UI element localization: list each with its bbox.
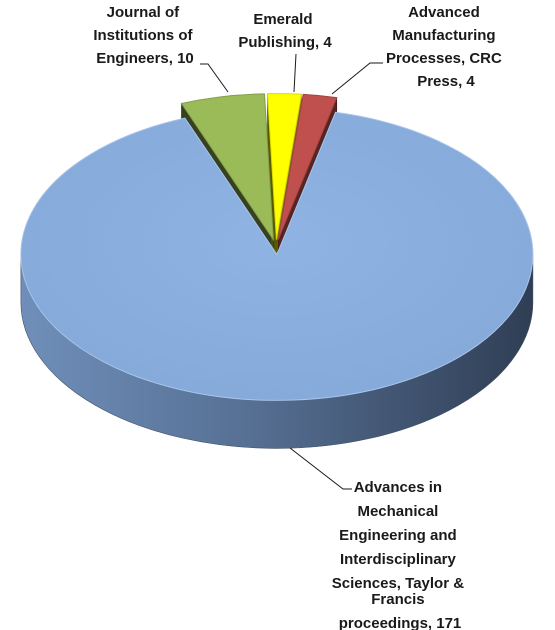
leader-line-journal — [200, 63, 229, 93]
slice-advances-in-mechanical-engineering-and-i — [20, 111, 534, 401]
leader-line-emerald — [293, 53, 297, 93]
slice-advanced-manufacturing-processes-crc-pre — [277, 93, 338, 240]
slice-label-advances-in-mechanical: Advances in Mechanical Engineering and I… — [332, 479, 468, 630]
slice-labels: Journal of Institutions of Engineers, 10… — [93, 4, 506, 630]
slice-emerald-publishing-4 — [266, 93, 303, 240]
slice-label-advanced-manufacturing: Advanced Manufacturing Processes, CRC Pr… — [386, 4, 506, 90]
slice-label-journal-of-institutions: Journal of Institutions of Engineers, 10 — [93, 4, 196, 67]
leader-line-advanced — [331, 62, 383, 95]
pie-slices — [20, 93, 534, 449]
leader-line-advances — [289, 447, 352, 490]
slice-label-emerald-publishing: Emerald Publishing, 4 — [238, 11, 332, 51]
slice-journal-of-institutions-of-engineers-10 — [180, 93, 275, 242]
